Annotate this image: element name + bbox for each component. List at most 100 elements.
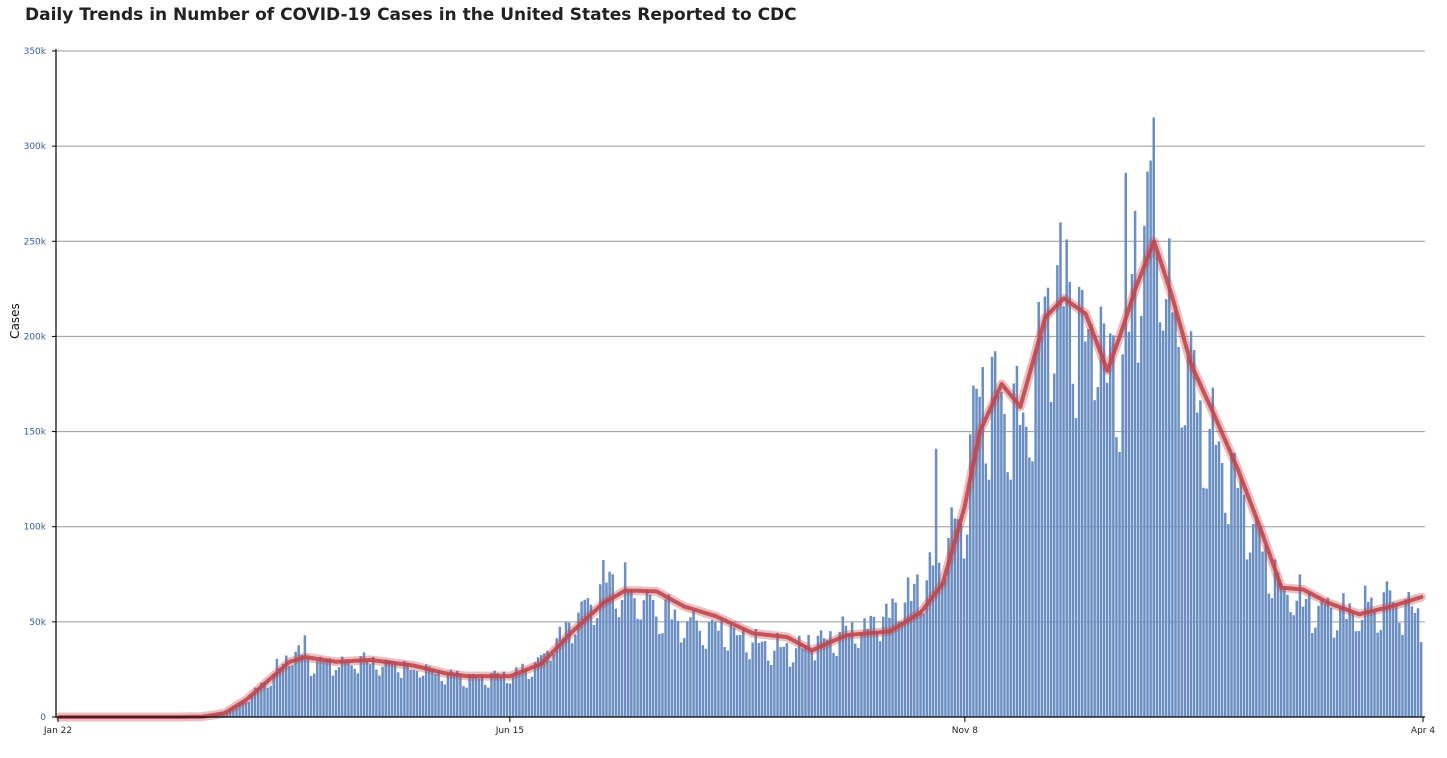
bar: [888, 617, 891, 717]
bar: [1180, 427, 1183, 717]
bar: [1314, 627, 1317, 717]
bar: [396, 672, 400, 717]
bar: [1410, 606, 1414, 717]
bar: [353, 668, 356, 717]
bar: [1031, 461, 1034, 717]
bar: [742, 627, 745, 717]
bar: [673, 609, 677, 717]
bar: [654, 616, 658, 717]
bar: [1074, 418, 1078, 717]
bar: [838, 631, 841, 717]
bar: [1317, 605, 1320, 717]
bar: [975, 388, 978, 717]
bar: [1077, 286, 1081, 717]
bar: [393, 661, 397, 717]
bar: [260, 682, 263, 717]
bar: [443, 684, 447, 717]
bar: [312, 673, 316, 717]
bar: [428, 666, 431, 717]
bar: [527, 679, 531, 717]
bar: [630, 590, 633, 717]
bar: [639, 619, 642, 717]
bar: [748, 659, 751, 717]
y-tick-label: 200k: [24, 332, 47, 342]
bar: [1183, 425, 1187, 717]
bar: [1003, 413, 1006, 717]
bar: [499, 676, 503, 717]
bar: [580, 601, 583, 717]
bar: [1348, 603, 1351, 717]
bar: [1214, 444, 1218, 717]
bar: [1301, 606, 1305, 717]
bar: [667, 594, 670, 717]
bar: [1267, 593, 1271, 717]
bar: [253, 687, 257, 717]
bar: [1323, 603, 1327, 717]
bar: [953, 518, 956, 717]
bar: [1258, 526, 1261, 717]
bar: [1021, 412, 1025, 717]
bar: [1133, 210, 1137, 717]
x-tick-label: Nov 8: [952, 726, 978, 736]
bar: [1028, 457, 1031, 717]
bar: [617, 617, 621, 717]
bar: [826, 639, 829, 717]
bar: [424, 664, 428, 717]
bar: [546, 650, 549, 717]
bar: [608, 571, 611, 717]
bar: [1202, 487, 1205, 717]
bar: [440, 680, 443, 717]
bar: [897, 622, 901, 717]
bar: [595, 618, 599, 717]
bar: [225, 711, 229, 717]
bar: [909, 601, 913, 717]
bar: [785, 643, 789, 717]
bar: [695, 620, 698, 717]
bar: [913, 583, 916, 717]
average-line-path: [57, 239, 1424, 719]
bar: [1158, 322, 1162, 717]
bar: [857, 647, 860, 717]
bar: [636, 618, 639, 717]
bar: [860, 632, 863, 717]
bar: [1115, 437, 1118, 717]
bar: [403, 660, 406, 717]
bar: [515, 667, 518, 717]
bar: [1015, 365, 1019, 717]
bar: [384, 659, 387, 717]
bar: [281, 663, 285, 717]
bar: [496, 673, 499, 717]
bar: [807, 634, 810, 717]
bar: [1273, 559, 1277, 717]
bar: [241, 701, 244, 717]
bar: [1105, 382, 1109, 717]
bar: [1264, 545, 1267, 717]
y-tick-label: 0: [40, 713, 46, 723]
bar: [347, 661, 350, 717]
bar: [493, 670, 496, 717]
bar: [928, 552, 932, 717]
bar: [365, 660, 369, 717]
x-tick-label: Jan 22: [43, 726, 72, 736]
bar: [1127, 331, 1131, 717]
bar: [1289, 611, 1292, 717]
bar: [707, 621, 711, 717]
bar: [962, 558, 966, 717]
bar: [592, 625, 596, 717]
bar: [770, 664, 773, 717]
bar: [813, 660, 817, 717]
bar: [1404, 599, 1407, 717]
bars: [179, 117, 1423, 718]
bar: [244, 702, 248, 717]
bar: [819, 630, 823, 717]
bar: [468, 674, 471, 717]
bar: [941, 582, 944, 717]
bar: [477, 678, 481, 717]
bar: [1242, 494, 1246, 717]
bar: [1155, 251, 1159, 717]
bar: [1080, 289, 1084, 717]
bar: [832, 652, 835, 717]
bar: [1196, 412, 1199, 717]
bar: [452, 674, 456, 717]
bar: [1416, 608, 1420, 717]
